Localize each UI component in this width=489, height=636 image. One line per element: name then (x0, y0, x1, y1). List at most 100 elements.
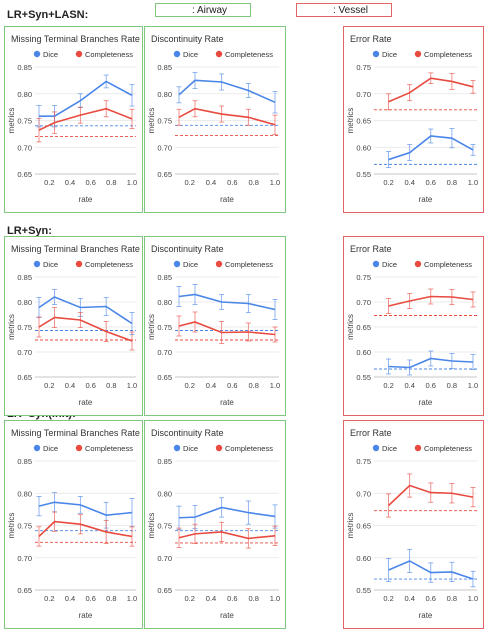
x-tick-label: 0.4 (206, 594, 216, 603)
y-tick-label: 0.55 (356, 373, 371, 382)
chart-svg: Missing Terminal Branches Rate Dice Comple… (7, 244, 140, 407)
x-tick-label: 0.6 (85, 178, 95, 187)
x-tick-label: 0.8 (248, 594, 258, 603)
y-tick-label: 0.75 (157, 522, 172, 531)
series-line (178, 531, 276, 540)
series-line (38, 296, 133, 325)
y-tick-label: 0.85 (17, 457, 32, 466)
series-line (388, 484, 474, 507)
y-tick-label: 0.65 (157, 170, 172, 179)
legend-marker (215, 50, 223, 58)
legend-label: Dice (382, 260, 397, 269)
legend-label: Completeness (85, 50, 133, 59)
x-tick-label: 0.6 (426, 594, 436, 603)
y-tick-label: 0.75 (17, 117, 32, 126)
x-tick-label: 0.8 (447, 178, 457, 187)
chart-title: Missing Terminal Branches Rate (11, 428, 140, 438)
legend-label: Dice (43, 444, 58, 453)
legend-airway-label: : Airway (192, 5, 228, 16)
y-tick-label: 0.70 (356, 489, 371, 498)
x-tick-label: 1.0 (127, 594, 137, 603)
legend-marker (372, 50, 380, 58)
legend-marker (173, 260, 181, 268)
chart-svg: Error Rate Dice Completeness 0.55 0.60 0.65 0.… (346, 244, 478, 407)
y-axis-label: metrics (7, 314, 16, 340)
legend-label: Completeness (424, 444, 472, 453)
chart-title: Error Rate (350, 34, 392, 44)
legend-marker (414, 444, 422, 452)
chart-panel: Missing Terminal Branches Rate Dice Comple… (4, 420, 143, 629)
chart-panel: Error Rate Dice Completeness 0.55 0.60 0.65 0.… (343, 236, 484, 416)
x-tick-label: 1.0 (468, 381, 478, 390)
series-line (38, 520, 133, 538)
series-line (38, 107, 133, 131)
chart-panel: Missing Terminal Branches Rate Dice Comple… (4, 26, 143, 213)
chart-panel: Discontinuity Rate Dice Completeness 0.65 0.… (144, 420, 286, 629)
y-tick-label: 0.65 (157, 586, 172, 595)
x-tick-label: 1.0 (270, 178, 280, 187)
x-tick-label: 0.4 (404, 381, 414, 390)
y-tick-label: 0.80 (157, 298, 172, 307)
x-tick-label: 0.8 (106, 594, 116, 603)
y-tick-label: 0.80 (17, 489, 32, 498)
y-tick-label: 0.85 (17, 273, 32, 282)
y-tick-label: 0.70 (356, 298, 371, 307)
chart-title: Discontinuity Rate (151, 34, 224, 44)
legend-label: Completeness (85, 444, 133, 453)
x-tick-label: 0.2 (44, 381, 54, 390)
y-axis-label: metrics (147, 513, 156, 539)
y-tick-label: 0.65 (356, 522, 371, 531)
x-tick-label: 1.0 (468, 594, 478, 603)
legend-label: Completeness (85, 260, 133, 269)
y-tick-label: 0.85 (157, 457, 172, 466)
x-tick-label: 1.0 (127, 178, 137, 187)
x-tick-label: 0.2 (44, 594, 54, 603)
legend-marker (215, 444, 223, 452)
x-axis-label: rate (220, 195, 234, 204)
y-tick-label: 0.65 (157, 373, 172, 382)
y-tick-label: 0.70 (17, 348, 32, 357)
y-tick-label: 0.70 (356, 90, 371, 99)
y-tick-label: 0.75 (356, 273, 371, 282)
legend-marker (414, 50, 422, 58)
series-line (388, 77, 474, 103)
x-tick-label: 1.0 (468, 178, 478, 187)
y-axis-label: metrics (7, 108, 16, 134)
y-tick-label: 0.55 (356, 586, 371, 595)
y-tick-label: 0.70 (157, 348, 172, 357)
legend-marker (75, 50, 83, 58)
legend-label: Completeness (225, 50, 273, 59)
x-tick-label: 1.0 (270, 594, 280, 603)
series-line (388, 357, 474, 369)
series-line (178, 79, 276, 104)
y-axis-label: metrics (346, 108, 355, 134)
x-axis-label: rate (419, 611, 433, 620)
series-line (178, 293, 276, 311)
legend-marker (33, 260, 41, 268)
x-tick-label: 0.4 (404, 594, 414, 603)
chart-svg: Discontinuity Rate Dice Completeness 0.65 0.… (147, 34, 280, 204)
y-tick-label: 0.80 (157, 90, 172, 99)
x-tick-label: 0.6 (85, 594, 95, 603)
y-axis-label: metrics (147, 314, 156, 340)
series-line (39, 80, 133, 118)
y-tick-label: 0.55 (356, 170, 371, 179)
y-tick-label: 0.80 (17, 90, 32, 99)
x-tick-label: 0.6 (227, 178, 237, 187)
x-tick-label: 1.0 (127, 381, 137, 390)
y-tick-label: 0.75 (157, 117, 172, 126)
chart-svg: Error Rate Dice Completeness 0.55 0.60 0.65 0.… (346, 428, 478, 620)
legend-label: Dice (183, 444, 198, 453)
x-tick-label: 0.4 (65, 381, 75, 390)
chart-svg: Missing Terminal Branches Rate Dice Comple… (7, 34, 140, 204)
legend-marker (75, 260, 83, 268)
y-tick-label: 0.70 (157, 554, 172, 563)
x-tick-label: 0.8 (106, 178, 116, 187)
y-axis-label: metrics (346, 314, 355, 340)
legend-marker (372, 260, 380, 268)
chart-panel: Missing Terminal Branches Rate Dice Comple… (4, 236, 143, 416)
y-tick-label: 0.60 (356, 143, 371, 152)
x-tick-label: 0.2 (184, 178, 194, 187)
legend-label: Completeness (225, 260, 273, 269)
chart-title: Error Rate (350, 428, 392, 438)
